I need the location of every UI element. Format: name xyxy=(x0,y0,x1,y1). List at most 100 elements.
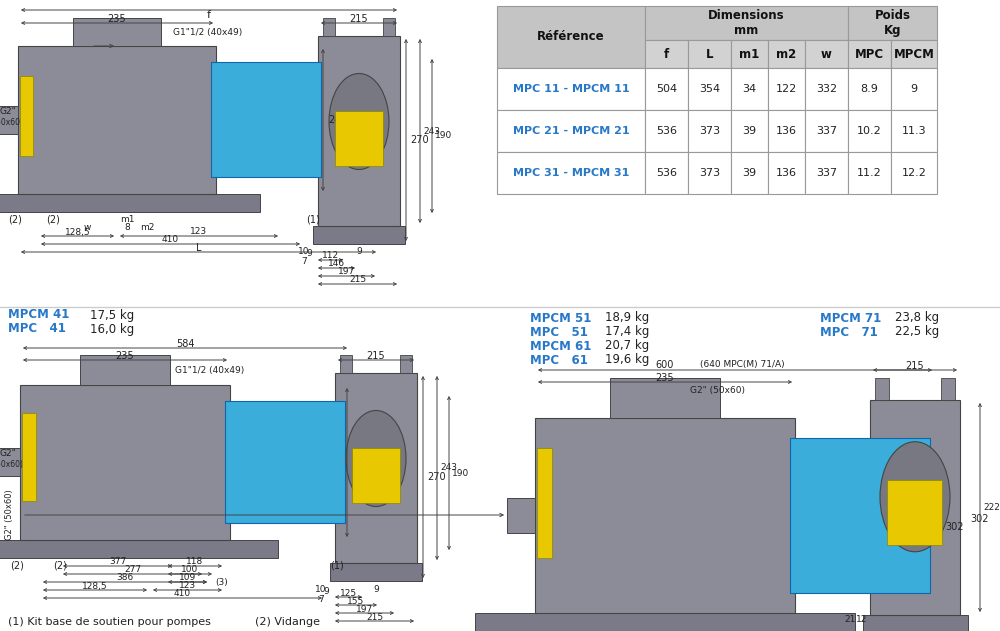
Text: MPC 21 - MPCM 21: MPC 21 - MPCM 21 xyxy=(513,126,629,136)
Text: MPCM 41: MPCM 41 xyxy=(8,309,69,322)
Text: 10.2: 10.2 xyxy=(857,126,882,136)
Bar xyxy=(805,40,848,68)
Text: 270: 270 xyxy=(410,135,429,145)
Text: 222: 222 xyxy=(983,503,1000,512)
Bar xyxy=(863,615,968,631)
Bar xyxy=(870,400,960,615)
Bar xyxy=(323,18,335,36)
Text: 197: 197 xyxy=(338,268,355,276)
Text: (2): (2) xyxy=(53,561,67,571)
Bar xyxy=(848,6,937,40)
Text: Dimensions
mm: Dimensions mm xyxy=(708,9,785,37)
Text: (2) Vidange: (2) Vidange xyxy=(255,617,320,627)
Bar xyxy=(340,355,352,373)
Text: 19,6 kg: 19,6 kg xyxy=(605,353,649,367)
Text: 215: 215 xyxy=(366,613,383,622)
Bar xyxy=(383,18,395,36)
Text: 536: 536 xyxy=(656,168,677,178)
Bar xyxy=(73,18,161,46)
Text: m1: m1 xyxy=(120,216,134,225)
Text: 337: 337 xyxy=(816,126,837,136)
Bar xyxy=(688,68,731,110)
Text: f: f xyxy=(207,10,211,20)
Bar xyxy=(0,540,278,558)
Text: 190: 190 xyxy=(435,131,452,141)
Text: MPC 11 - MPCM 11: MPC 11 - MPCM 11 xyxy=(513,84,629,94)
Bar xyxy=(848,68,891,110)
Text: 302: 302 xyxy=(945,521,964,531)
Bar xyxy=(645,6,848,40)
Text: 240: 240 xyxy=(352,457,370,468)
Bar xyxy=(507,498,535,533)
Text: 128,5: 128,5 xyxy=(65,228,90,237)
Bar xyxy=(805,110,848,152)
Text: 235: 235 xyxy=(656,373,674,383)
Text: w: w xyxy=(821,47,832,61)
Bar xyxy=(497,68,645,110)
Bar xyxy=(645,68,688,110)
Bar xyxy=(0,448,20,476)
Text: 23,8 kg: 23,8 kg xyxy=(895,312,939,324)
Text: 410: 410 xyxy=(162,235,179,244)
Text: (50x60): (50x60) xyxy=(0,117,23,126)
Bar xyxy=(887,480,942,545)
Ellipse shape xyxy=(880,442,950,551)
Text: 10: 10 xyxy=(315,584,327,594)
Text: w: w xyxy=(83,223,91,232)
Text: (1) Kit base de soutien pour pompes: (1) Kit base de soutien pour pompes xyxy=(8,617,211,627)
Bar xyxy=(848,152,891,194)
Text: 39: 39 xyxy=(742,168,757,178)
Text: L: L xyxy=(706,47,713,61)
Bar xyxy=(891,110,937,152)
Text: G2": G2" xyxy=(0,107,16,117)
Bar xyxy=(537,448,552,558)
Text: 123: 123 xyxy=(190,228,208,237)
Text: 197: 197 xyxy=(356,604,373,613)
Bar xyxy=(0,194,260,212)
Text: 122: 122 xyxy=(776,84,797,94)
Bar xyxy=(20,385,230,540)
Text: 18,9 kg: 18,9 kg xyxy=(605,312,649,324)
Bar xyxy=(225,401,345,523)
Bar xyxy=(313,226,405,244)
Bar xyxy=(805,68,848,110)
Text: 235: 235 xyxy=(116,351,134,361)
Bar xyxy=(330,563,422,581)
Text: (1): (1) xyxy=(306,215,320,225)
Text: 270: 270 xyxy=(427,472,446,482)
Bar xyxy=(352,448,400,503)
Bar xyxy=(497,110,645,152)
Text: 7: 7 xyxy=(318,594,324,603)
Text: 215: 215 xyxy=(906,361,924,371)
Text: 584: 584 xyxy=(176,339,194,349)
Text: 12.2: 12.2 xyxy=(902,168,926,178)
Text: MPC   51: MPC 51 xyxy=(530,326,588,338)
Bar xyxy=(610,378,720,418)
Text: G1"1/2 (40x49): G1"1/2 (40x49) xyxy=(175,365,244,375)
Text: G2" (50x60): G2" (50x60) xyxy=(5,490,15,540)
Text: m1: m1 xyxy=(739,47,760,61)
Text: m2: m2 xyxy=(776,47,797,61)
Text: MPCM 61: MPCM 61 xyxy=(530,339,591,353)
Text: 9: 9 xyxy=(306,249,312,259)
Text: 155: 155 xyxy=(347,596,365,606)
Text: 118: 118 xyxy=(186,558,204,567)
Bar xyxy=(848,40,891,68)
Text: 8: 8 xyxy=(124,223,130,232)
Text: 17,5 kg: 17,5 kg xyxy=(90,309,134,322)
Bar xyxy=(768,68,805,110)
Text: 600: 600 xyxy=(656,360,674,370)
Bar xyxy=(731,68,768,110)
Text: 215: 215 xyxy=(349,276,366,285)
Text: 302: 302 xyxy=(970,514,988,524)
Bar xyxy=(20,76,33,156)
Text: 377: 377 xyxy=(109,558,126,567)
Text: 17,4 kg: 17,4 kg xyxy=(605,326,649,338)
Bar xyxy=(805,152,848,194)
Bar xyxy=(211,62,321,177)
Text: 34: 34 xyxy=(742,84,757,94)
Text: 215: 215 xyxy=(350,14,368,24)
Bar xyxy=(80,355,170,385)
Bar xyxy=(875,378,889,400)
Text: 123: 123 xyxy=(179,582,196,591)
